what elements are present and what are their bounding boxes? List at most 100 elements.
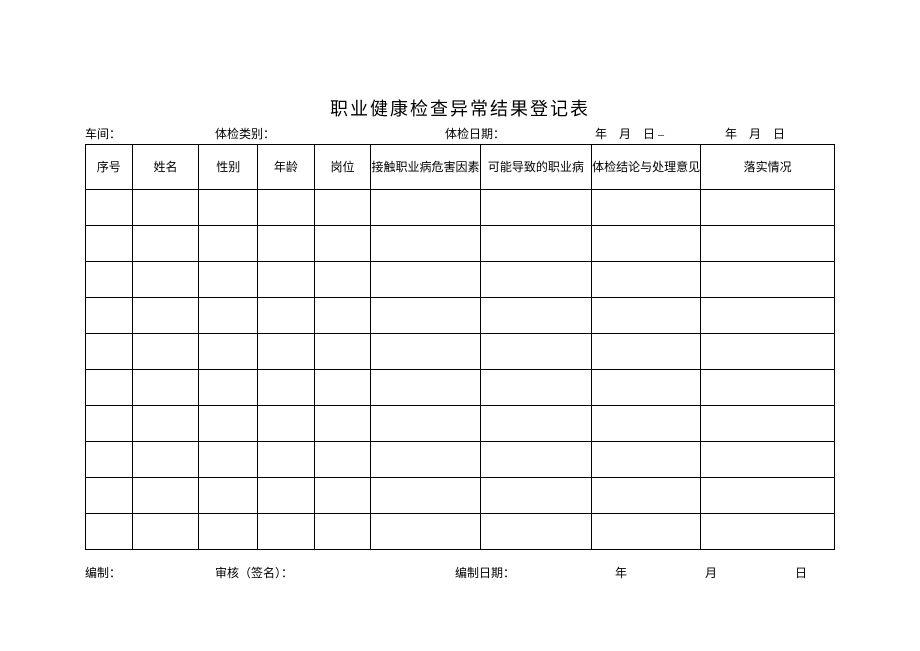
table-cell	[592, 298, 701, 334]
table-cell	[371, 190, 480, 226]
table-cell	[258, 226, 315, 262]
table-row	[86, 478, 835, 514]
table-cell	[86, 262, 133, 298]
table-cell	[592, 370, 701, 406]
table-cell	[701, 298, 835, 334]
table-cell	[314, 298, 371, 334]
exam-date-label: 体检日期：	[445, 125, 595, 142]
table-cell	[480, 370, 591, 406]
table-cell	[86, 370, 133, 406]
table-cell	[132, 478, 199, 514]
table-cell	[199, 442, 258, 478]
column-header: 可能导致的职业病	[480, 145, 591, 190]
table-cell	[701, 478, 835, 514]
table-row	[86, 334, 835, 370]
day-label: 日	[795, 564, 807, 581]
table-cell	[371, 514, 480, 550]
table-cell	[314, 190, 371, 226]
table-cell	[132, 226, 199, 262]
table-cell	[86, 478, 133, 514]
table-cell	[132, 370, 199, 406]
table-cell	[258, 478, 315, 514]
table-cell	[480, 442, 591, 478]
table-cell	[592, 334, 701, 370]
creator-label: 编制：	[85, 564, 215, 581]
meta-row: 车间： 体检类别： 体检日期： 年 月 日 – 年 月 日	[50, 125, 870, 144]
table-cell	[314, 478, 371, 514]
footer-row: 编制： 审核（签名）： 编制日期： 年 月 日	[50, 550, 870, 581]
year-label: 年	[615, 564, 705, 581]
table-cell	[132, 334, 199, 370]
table-cell	[592, 514, 701, 550]
table-cell	[592, 190, 701, 226]
table-body	[86, 190, 835, 550]
table-cell	[701, 262, 835, 298]
table-cell	[132, 262, 199, 298]
table-cell	[86, 190, 133, 226]
table-cell	[701, 334, 835, 370]
table-cell	[371, 334, 480, 370]
table-cell	[314, 262, 371, 298]
table-cell	[258, 262, 315, 298]
table-cell	[86, 298, 133, 334]
table-cell	[132, 298, 199, 334]
table-cell	[371, 406, 480, 442]
table-row	[86, 406, 835, 442]
table-cell	[371, 442, 480, 478]
table-cell	[258, 406, 315, 442]
table-row	[86, 190, 835, 226]
table-cell	[480, 262, 591, 298]
column-header: 姓名	[132, 145, 199, 190]
table-cell	[701, 226, 835, 262]
table-cell	[258, 298, 315, 334]
table-cell	[199, 478, 258, 514]
table-cell	[701, 190, 835, 226]
table-cell	[314, 442, 371, 478]
table-cell	[701, 442, 835, 478]
column-header: 性别	[199, 145, 258, 190]
column-header: 落实情况	[701, 145, 835, 190]
table-cell	[371, 370, 480, 406]
table-cell	[132, 514, 199, 550]
table-cell	[258, 514, 315, 550]
table-cell	[132, 406, 199, 442]
table-cell	[86, 334, 133, 370]
table-cell	[592, 478, 701, 514]
table-row	[86, 226, 835, 262]
table-row	[86, 262, 835, 298]
table-cell	[592, 406, 701, 442]
table-cell	[592, 262, 701, 298]
table-cell	[199, 370, 258, 406]
table-cell	[371, 262, 480, 298]
table-header-row: 序号姓名性别年龄岗位接触职业病危害因素可能导致的职业病体检结论与处理意见落实情况	[86, 145, 835, 190]
table-cell	[314, 370, 371, 406]
create-date-label: 编制日期：	[455, 564, 615, 581]
date-from: 年 月 日 –	[595, 125, 725, 142]
date-to: 年 月 日	[725, 125, 785, 142]
table-cell	[592, 442, 701, 478]
exam-type-label: 体检类别：	[215, 125, 445, 142]
table-row	[86, 514, 835, 550]
table-cell	[314, 406, 371, 442]
table-cell	[199, 298, 258, 334]
records-table: 序号姓名性别年龄岗位接触职业病危害因素可能导致的职业病体检结论与处理意见落实情况	[85, 144, 835, 550]
table-row	[86, 370, 835, 406]
table-cell	[701, 514, 835, 550]
table-cell	[371, 298, 480, 334]
table-cell	[258, 442, 315, 478]
table-cell	[199, 262, 258, 298]
table-cell	[314, 514, 371, 550]
table-cell	[199, 190, 258, 226]
workshop-label: 车间：	[85, 125, 215, 142]
column-header: 年龄	[258, 145, 315, 190]
table-cell	[86, 406, 133, 442]
table-cell	[132, 190, 199, 226]
table-row	[86, 298, 835, 334]
column-header: 岗位	[314, 145, 371, 190]
table-cell	[480, 334, 591, 370]
table-cell	[258, 334, 315, 370]
table-cell	[480, 514, 591, 550]
table-cell	[480, 190, 591, 226]
column-header: 体检结论与处理意见	[592, 145, 701, 190]
table-cell	[701, 406, 835, 442]
